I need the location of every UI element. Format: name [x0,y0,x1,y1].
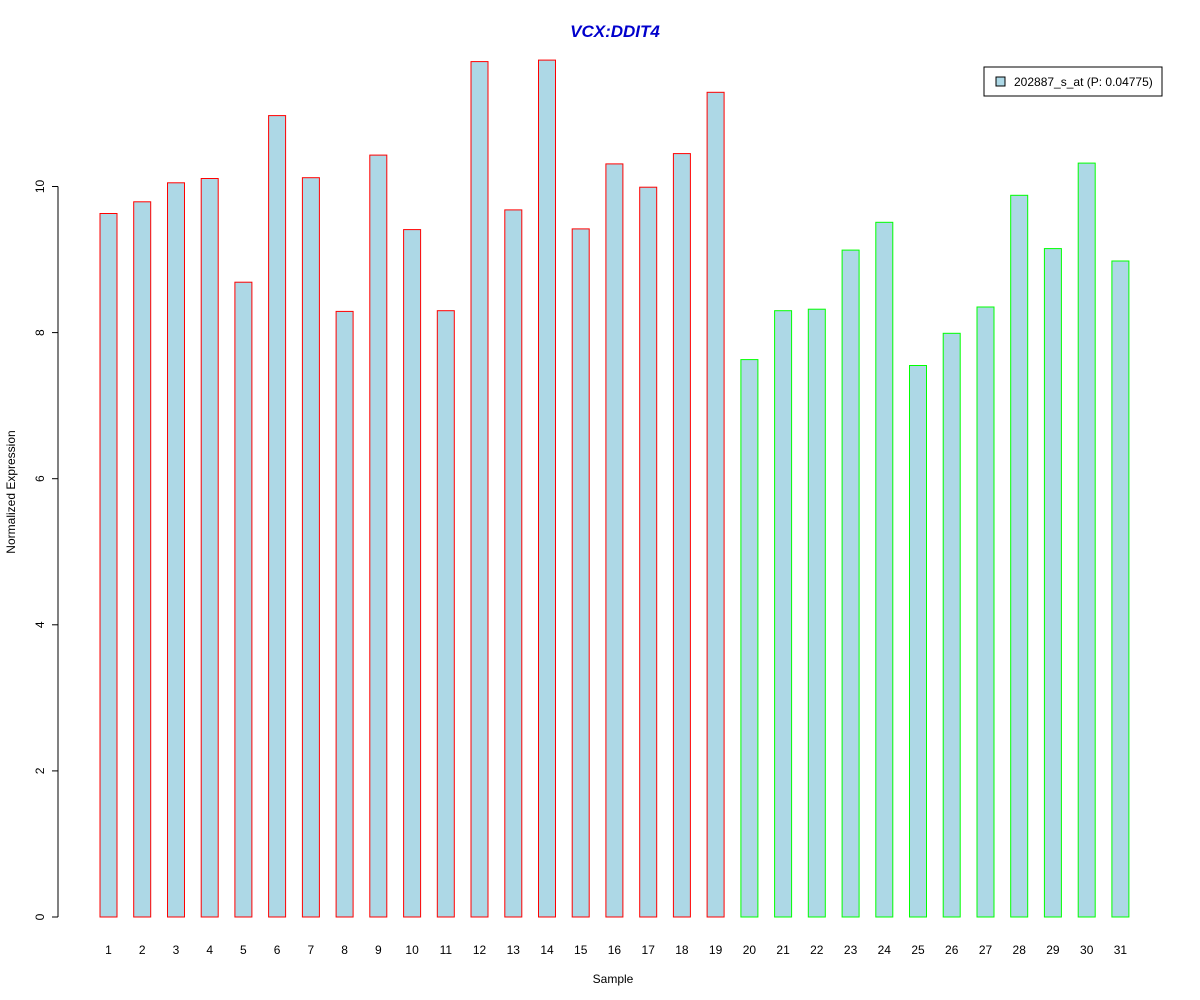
x-axis-labels: 1 2 3 4 5 6 7 8 9 10 11 12 13 14 15 16 17 18 19 20 21 22 23 24 2… [105,943,1127,957]
x-tick-label: 4 [206,943,213,957]
x-tick-label: 20 [743,943,757,957]
x-axis-title: Sample [593,972,634,986]
x-tick-label: 17 [642,943,656,957]
x-tick-label: 21 [776,943,790,957]
bar-sample-14 [538,59,556,918]
legend: 202887_s_at (P: 0.04775) [983,66,1163,97]
x-tick-label: 12 [473,943,487,957]
bar-sample-25 [909,365,927,918]
bar-sample-23 [841,249,860,918]
bar-sample-6 [268,115,287,918]
bar-sample-1 [99,213,118,918]
x-tick-label: 23 [844,943,858,957]
x-tick-label: 15 [574,943,588,957]
x-tick-label: 5 [240,943,247,957]
bar-sample-17 [639,186,658,918]
y-tick-label: 2 [33,767,47,774]
y-axis-title: Normalized Expression [4,430,18,553]
x-tick-label: 31 [1114,943,1128,957]
bar-sample-16 [605,163,624,918]
bar-sample-18 [672,153,691,918]
bar-sample-31 [1111,260,1130,918]
y-tick-label: 10 [33,180,47,194]
x-tick-label: 10 [405,943,419,957]
x-tick-label: 19 [709,943,723,957]
bar-series [99,59,1130,918]
bar-sample-7 [301,177,320,918]
bar-sample-22 [807,308,826,918]
x-tick-label: 26 [945,943,959,957]
y-tick-label: 4 [33,621,47,628]
bar-sample-19 [706,91,725,918]
x-tick-label: 11 [440,943,453,957]
x-tick-label: 6 [274,943,281,957]
bar-sample-27 [976,306,995,918]
bar-sample-9 [369,154,388,918]
bar-sample-12 [470,61,489,918]
x-tick-label: 18 [675,943,689,957]
legend-label: 202887_s_at (P: 0.04775) [1014,75,1153,89]
x-tick-label: 1 [105,943,112,957]
y-tick-label: 8 [33,329,47,336]
bar-sample-11 [436,310,455,918]
x-tick-label: 29 [1046,943,1060,957]
x-tick-label: 2 [139,943,146,957]
legend-box [983,66,1163,97]
x-tick-label: 16 [608,943,622,957]
x-tick-label: 22 [810,943,824,957]
bar-sample-20 [740,359,759,918]
x-tick-label: 24 [878,943,892,957]
x-tick-label: 27 [979,943,993,957]
x-tick-label: 13 [507,943,521,957]
legend-swatch [995,76,1006,87]
chart-title: VCX:DDIT4 [570,22,660,41]
bar-sample-10 [403,229,422,918]
bar-sample-30 [1077,162,1096,918]
x-tick-label: 8 [341,943,348,957]
y-axis: 0 2 4 6 8 10 [33,180,59,920]
y-tick-label: 6 [33,475,47,482]
bar-sample-3 [167,182,185,918]
x-tick-label: 7 [308,943,315,957]
y-tick-label: 0 [33,913,47,920]
x-tick-label: 28 [1013,943,1027,957]
x-tick-label: 14 [540,943,554,957]
bar-sample-13 [504,209,523,918]
bar-sample-2 [133,201,152,918]
bar-sample-26 [942,332,961,918]
bar-sample-29 [1043,248,1062,918]
bar-sample-21 [774,310,793,918]
x-tick-label: 3 [173,943,180,957]
bar-sample-5 [234,281,253,918]
bar-sample-28 [1010,194,1029,918]
x-tick-label: 30 [1080,943,1094,957]
bar-sample-4 [200,178,219,918]
x-tick-label: 25 [911,943,925,957]
bar-sample-15 [571,228,590,918]
bar-sample-8 [335,310,354,918]
x-tick-label: 9 [375,943,382,957]
bar-sample-24 [875,221,894,918]
